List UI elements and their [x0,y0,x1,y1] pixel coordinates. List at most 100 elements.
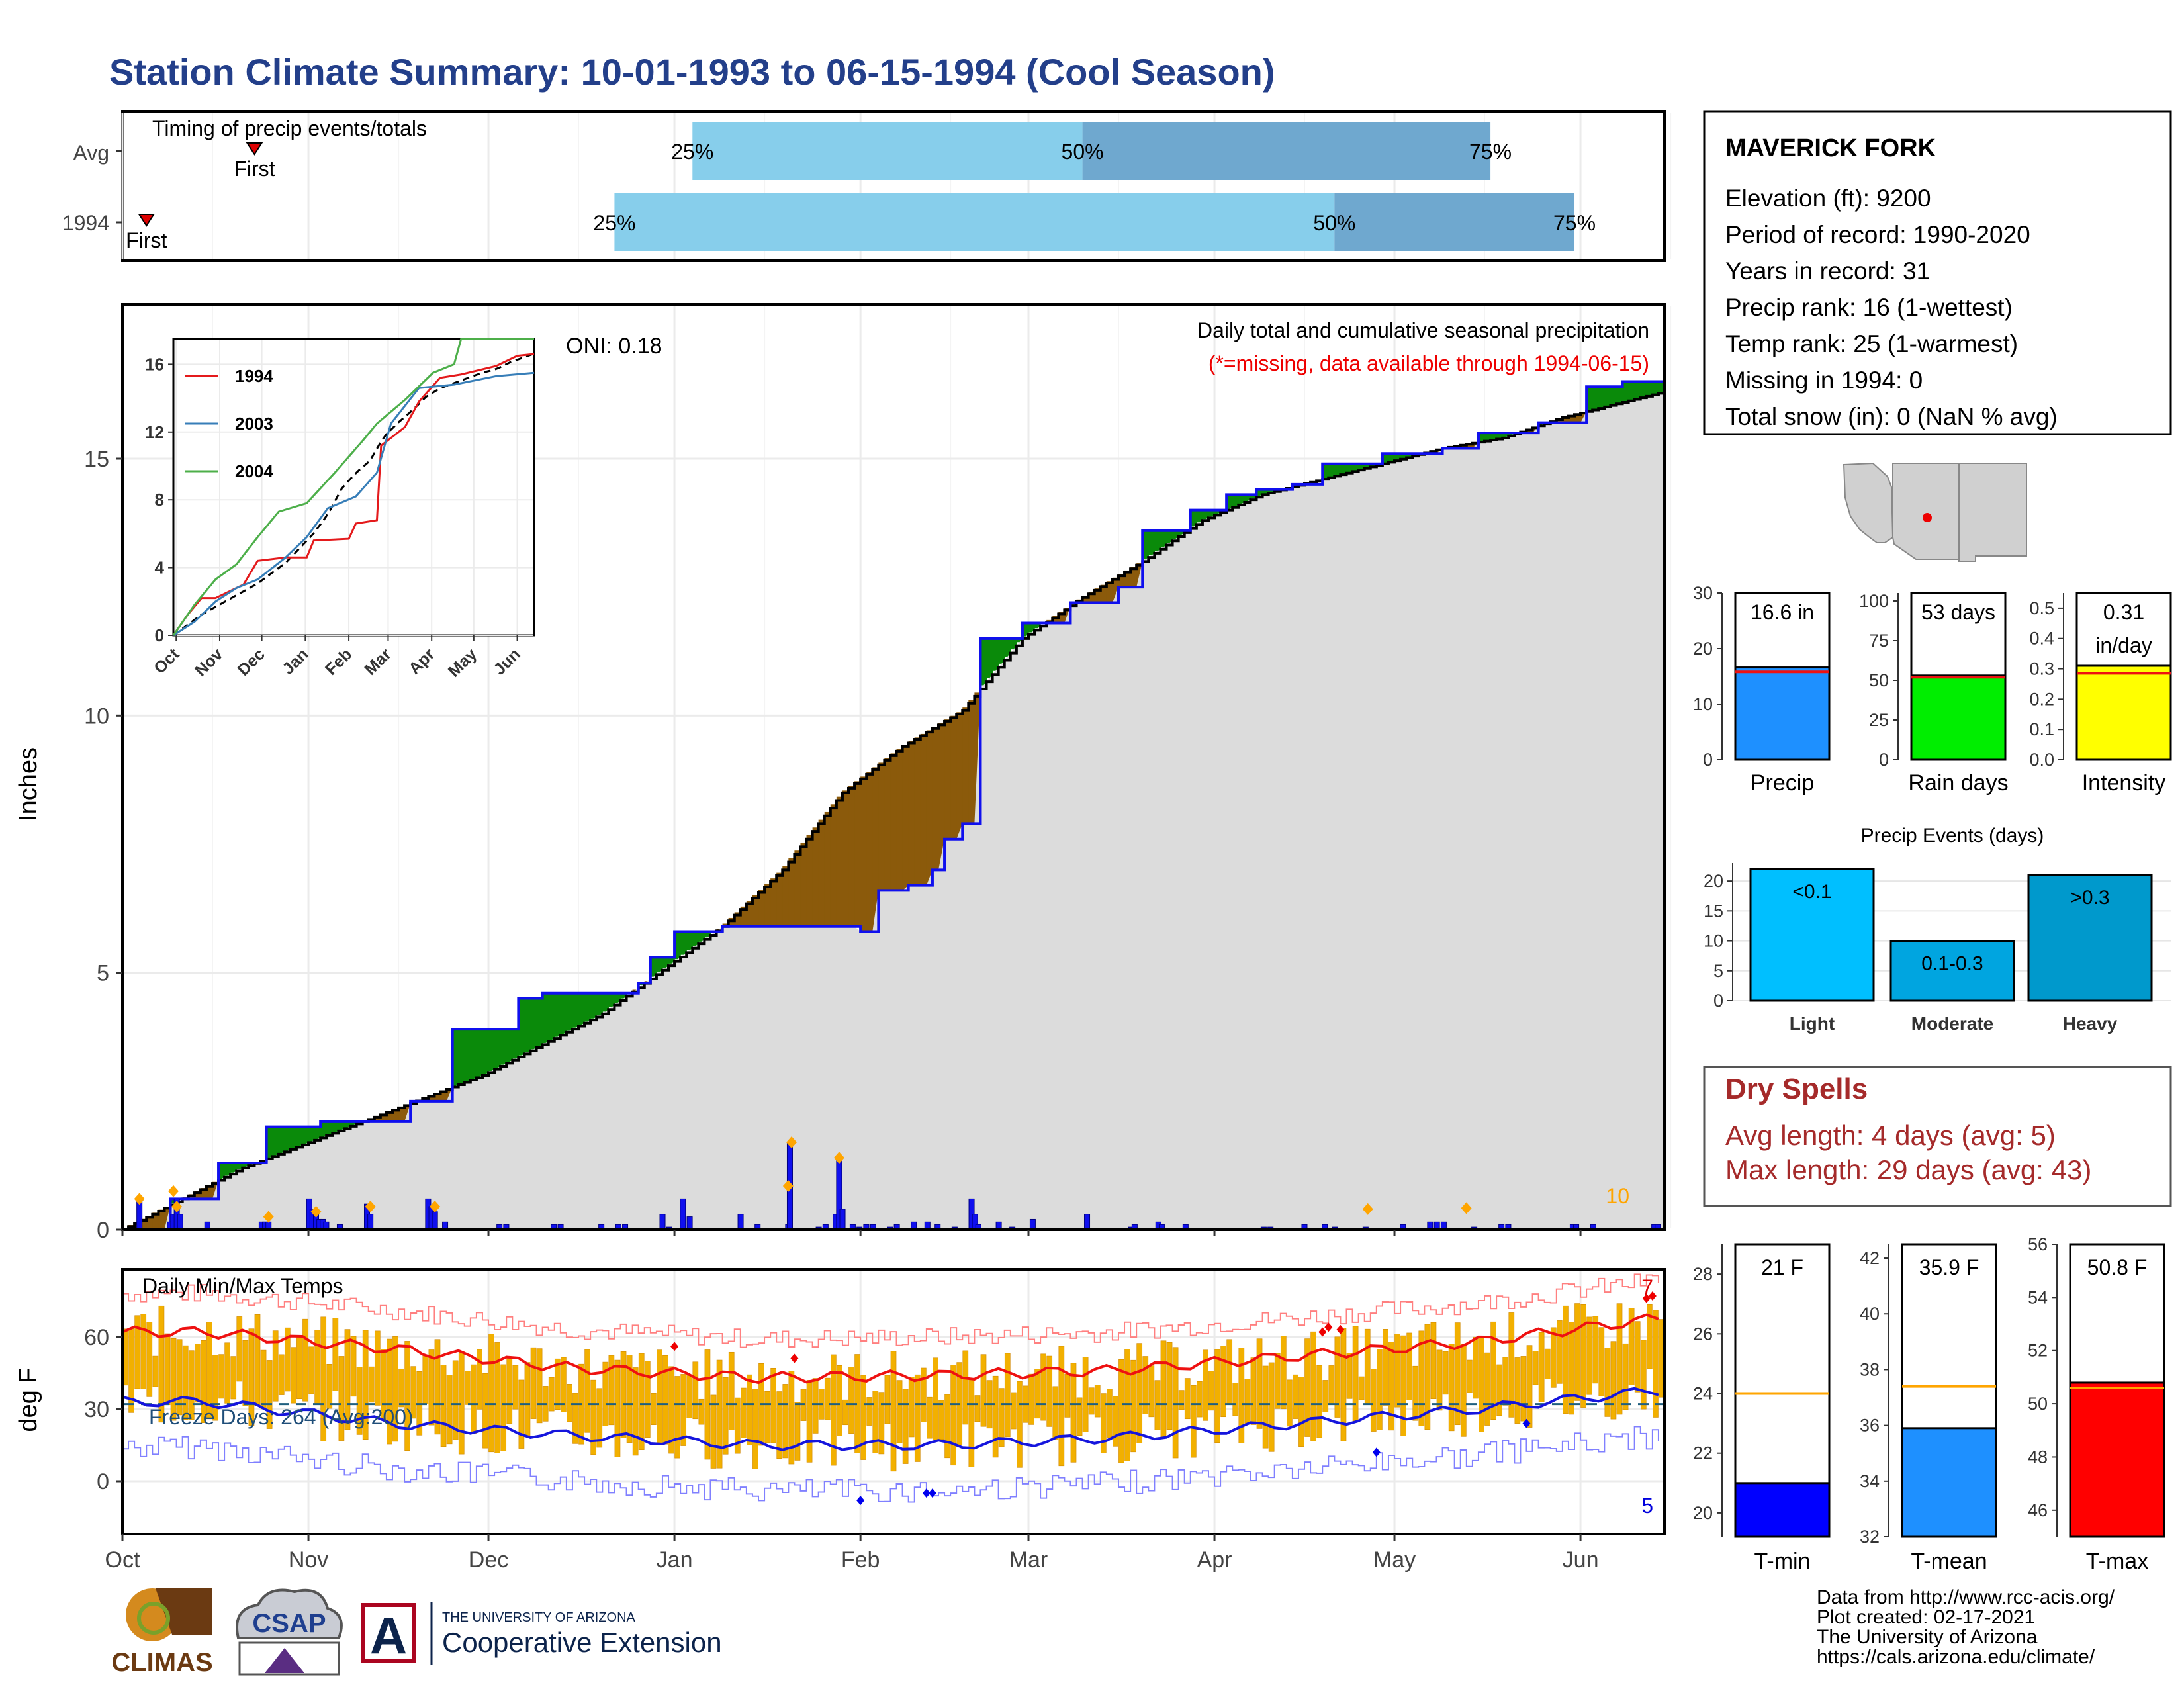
temp-y-tick-label: 0 [97,1469,109,1494]
daily-temp-bar [1605,1348,1610,1416]
daily-temp-bar [567,1384,572,1422]
surplus-fill [1148,531,1155,555]
daily-temp-bar [513,1365,518,1409]
daily-temp-bar [693,1362,698,1419]
deficit-fill [962,707,969,823]
footer-data-source: Data from http://www.rcc-acis.org/ [1817,1586,2115,1608]
precip-event-bar-label: >0.3 [2070,887,2109,909]
station-info-box: MAVERICK FORK Elevation (ft): 9200 Perio… [1704,111,2171,434]
climas-logo-text: CLIMAS [111,1648,212,1677]
daily-temp-bar [369,1367,374,1402]
precip-events-title: Precip Events (days) [1861,825,2044,846]
precip-event-bar-label: 0.1-0.3 [1921,953,1983,975]
daily-temp-bar [1149,1366,1154,1417]
daily-precip-bar [1030,1219,1035,1230]
mini-bar-tick-label: 100 [1859,591,1889,611]
temp-bar-tick-label: 28 [1693,1264,1713,1284]
daily-temp-bar [1587,1317,1592,1394]
daily-temp-bar [1263,1366,1268,1448]
deficit-fill [933,727,939,870]
timing-quantile-label: 50% [1062,140,1104,163]
temp-bar-tick-label: 34 [1860,1471,1880,1491]
daily-temp-bar [585,1349,590,1432]
daily-temp-bar [903,1389,908,1464]
inset-frame [173,339,534,635]
daily-temp-bar [1071,1363,1076,1462]
inset-y-tick-label: 4 [155,558,165,578]
daily-temp-bar [531,1348,536,1418]
surplus-fill [584,993,591,1022]
dry-spells-avg: Avg length: 4 days (avg: 5) [1725,1120,2056,1151]
daily-temp-bar [525,1363,530,1437]
daily-temp-bar [717,1360,722,1468]
mini-bar-value-label: 53 days [1921,600,1995,624]
daily-temp-bar [1143,1357,1148,1414]
daily-temp-bar [729,1352,734,1430]
temp-bar-tick-label: 26 [1693,1324,1713,1344]
timing-quantile-label: 75% [1469,140,1512,163]
surplus-fill [512,1029,519,1058]
temp-bar-tick-label: 24 [1693,1384,1713,1404]
daily-temp-bar [1011,1393,1016,1429]
daily-temp-bar [1377,1349,1382,1430]
temp-y-tick-label: 60 [84,1325,109,1350]
station-temp-rank: Temp rank: 25 (1-warmest) [1725,330,2018,357]
daily-temp-bar [1137,1344,1142,1443]
daily-temp-bar [507,1357,512,1424]
timing-bar-early [692,122,1082,180]
surplus-fill [549,993,555,1040]
daily-temp-bar [1563,1306,1568,1414]
daily-temp-bar [1059,1346,1064,1466]
daily-temp-bar [1089,1388,1094,1414]
location-map [1841,461,2030,563]
daily-temp-bar [1335,1337,1340,1418]
mini-bar-tick-label: 75 [1869,631,1889,651]
daily-temp-bar [1581,1304,1586,1407]
daily-temp-bar [1653,1310,1658,1418]
mini-bar-tick-label: 0.3 [2029,659,2054,679]
daily-temp-bar [747,1375,752,1445]
events-tick-label: 10 [1704,931,1723,951]
daily-temp-bar [1611,1342,1616,1419]
daily-temp-bar [1287,1380,1292,1426]
daily-precip-bar [680,1199,686,1230]
mini-bar-tick-label: 10 [1693,694,1713,714]
temp-bar-tick-label: 38 [1860,1359,1880,1379]
temp-panel-label: Daily Min/Max Temps [142,1274,343,1298]
daily-temp-bar [225,1343,230,1404]
daily-temp-bar [825,1378,830,1420]
daily-temp-bar [1413,1366,1418,1420]
deficit-fill [884,758,891,890]
csap-logo: CSAP [237,1590,341,1675]
daily-temp-bar [1053,1387,1058,1440]
precip-note: Daily total and cumulative seasonal prec… [1197,318,1649,342]
timing-bar-late [1083,122,1490,180]
mini-bar-tick-label: 20 [1693,639,1713,659]
daily-temp-bar [927,1397,932,1438]
daily-temp-bar [1041,1354,1046,1420]
surplus-fill [987,639,993,678]
daily-temp-bar [1017,1381,1022,1467]
daily-temp-bar [741,1388,746,1438]
daily-temp-bar [1641,1340,1646,1409]
deficit-fill [927,730,933,885]
precip-y-axis-label: Inches [15,747,42,821]
events-tick-label: 20 [1704,871,1723,891]
month-tick-label: Oct [105,1547,140,1573]
daily-temp-bar [909,1377,914,1437]
surplus-fill [1641,382,1647,398]
timing-label: Timing of precip events/totals [152,116,427,140]
daily-temp-bar [141,1314,146,1389]
precip-missing-note: (*=missing, data available through 1994-… [1208,351,1649,375]
events-tick-label: 0 [1713,991,1723,1011]
deficit-fill [866,772,873,931]
daily-temp-bar [405,1341,410,1450]
daily-temp-bar [1485,1353,1490,1425]
surplus-fill [291,1127,297,1148]
daily-temp-bar [1329,1365,1334,1404]
daily-temp-bar [921,1368,926,1422]
month-tick-label: Jan [657,1547,693,1573]
